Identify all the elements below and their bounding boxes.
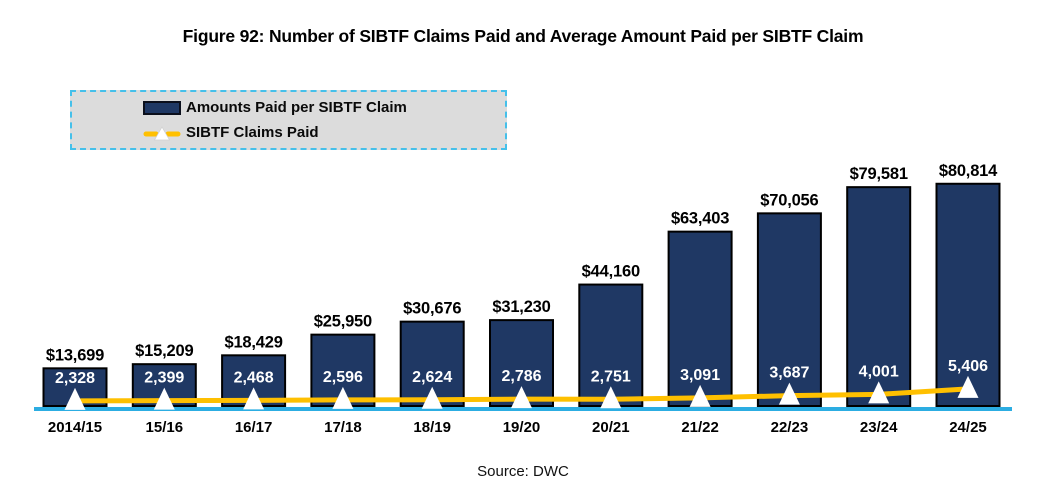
amount-data-label: $31,230 bbox=[492, 298, 550, 316]
claims-marker bbox=[64, 387, 86, 410]
bar bbox=[935, 182, 1001, 407]
legend-label-claims: SIBTF Claims Paid bbox=[186, 124, 319, 141]
claims-marker bbox=[689, 384, 711, 407]
claims-data-label: 2,328 bbox=[55, 370, 95, 387]
claims-data-label: 2,399 bbox=[144, 370, 184, 387]
claims-data-label: 2,786 bbox=[501, 368, 541, 385]
combo-chart: 2,328 2,399 2,468 2,596 2,624 2,786 2,751 3,091… bbox=[34, 162, 1012, 436]
claims-data-label: 3,687 bbox=[769, 365, 809, 382]
claims-data-label: 2,596 bbox=[323, 369, 363, 386]
amount-data-label: $79,581 bbox=[850, 165, 908, 183]
claims-data-label: 2,468 bbox=[234, 369, 274, 386]
source-note: Source: DWC bbox=[477, 463, 569, 480]
amount-data-label: $18,429 bbox=[224, 333, 282, 351]
amount-data-label: $13,699 bbox=[46, 346, 104, 364]
bar bbox=[667, 230, 733, 407]
amount-data-label: $63,403 bbox=[671, 210, 729, 228]
bar bbox=[846, 186, 912, 407]
claims-marker bbox=[600, 386, 622, 409]
amount-data-label: $44,160 bbox=[582, 263, 640, 281]
claims-marker bbox=[243, 387, 265, 410]
x-axis-label: 2014/15 bbox=[48, 419, 102, 436]
claims-marker bbox=[332, 386, 354, 409]
amount-data-label: $15,209 bbox=[135, 342, 193, 360]
x-axis-label: 24/25 bbox=[949, 419, 987, 436]
bar bbox=[756, 212, 822, 408]
legend-item-amounts: Amounts Paid per SIBTF Claim bbox=[143, 97, 505, 119]
claims-marker bbox=[153, 387, 175, 410]
legend-box: Amounts Paid per SIBTF Claim SIBTF Claim… bbox=[70, 90, 507, 150]
claims-data-label: 4,001 bbox=[859, 363, 899, 380]
claims-data-label: 3,091 bbox=[680, 367, 720, 384]
claims-marker bbox=[957, 375, 979, 398]
x-axis-label: 18/19 bbox=[413, 419, 451, 436]
claims-data-label: 2,751 bbox=[591, 368, 631, 385]
line-swatch-icon bbox=[143, 125, 181, 140]
bar-swatch-icon bbox=[143, 100, 181, 115]
legend-item-claims: SIBTF Claims Paid bbox=[143, 122, 505, 144]
claims-marker bbox=[421, 386, 443, 409]
claims-marker bbox=[868, 381, 890, 404]
x-axis-label: 16/17 bbox=[235, 419, 273, 436]
x-axis-label: 15/16 bbox=[146, 419, 184, 436]
x-axis-label: 19/20 bbox=[503, 419, 541, 436]
figure-title: Figure 92: Number of SIBTF Claims Paid a… bbox=[182, 26, 864, 46]
x-axis-label: 22/23 bbox=[771, 419, 809, 436]
x-axis-label: 23/24 bbox=[860, 419, 898, 436]
amount-data-label: $70,056 bbox=[760, 191, 818, 209]
legend-label-amounts: Amounts Paid per SIBTF Claim bbox=[186, 99, 407, 116]
claims-marker bbox=[778, 382, 800, 405]
x-axis-label: 17/18 bbox=[324, 419, 362, 436]
bar bbox=[578, 283, 644, 407]
x-axis-label: 21/22 bbox=[681, 419, 719, 436]
x-axis-label: 20/21 bbox=[592, 419, 630, 436]
claims-marker bbox=[511, 386, 532, 409]
amount-data-label: $80,814 bbox=[939, 162, 998, 180]
amount-data-label: $30,676 bbox=[403, 300, 461, 318]
amount-data-label: $25,950 bbox=[314, 313, 372, 331]
claims-data-label: 2,624 bbox=[412, 369, 452, 386]
claims-data-label: 5,406 bbox=[948, 358, 988, 375]
